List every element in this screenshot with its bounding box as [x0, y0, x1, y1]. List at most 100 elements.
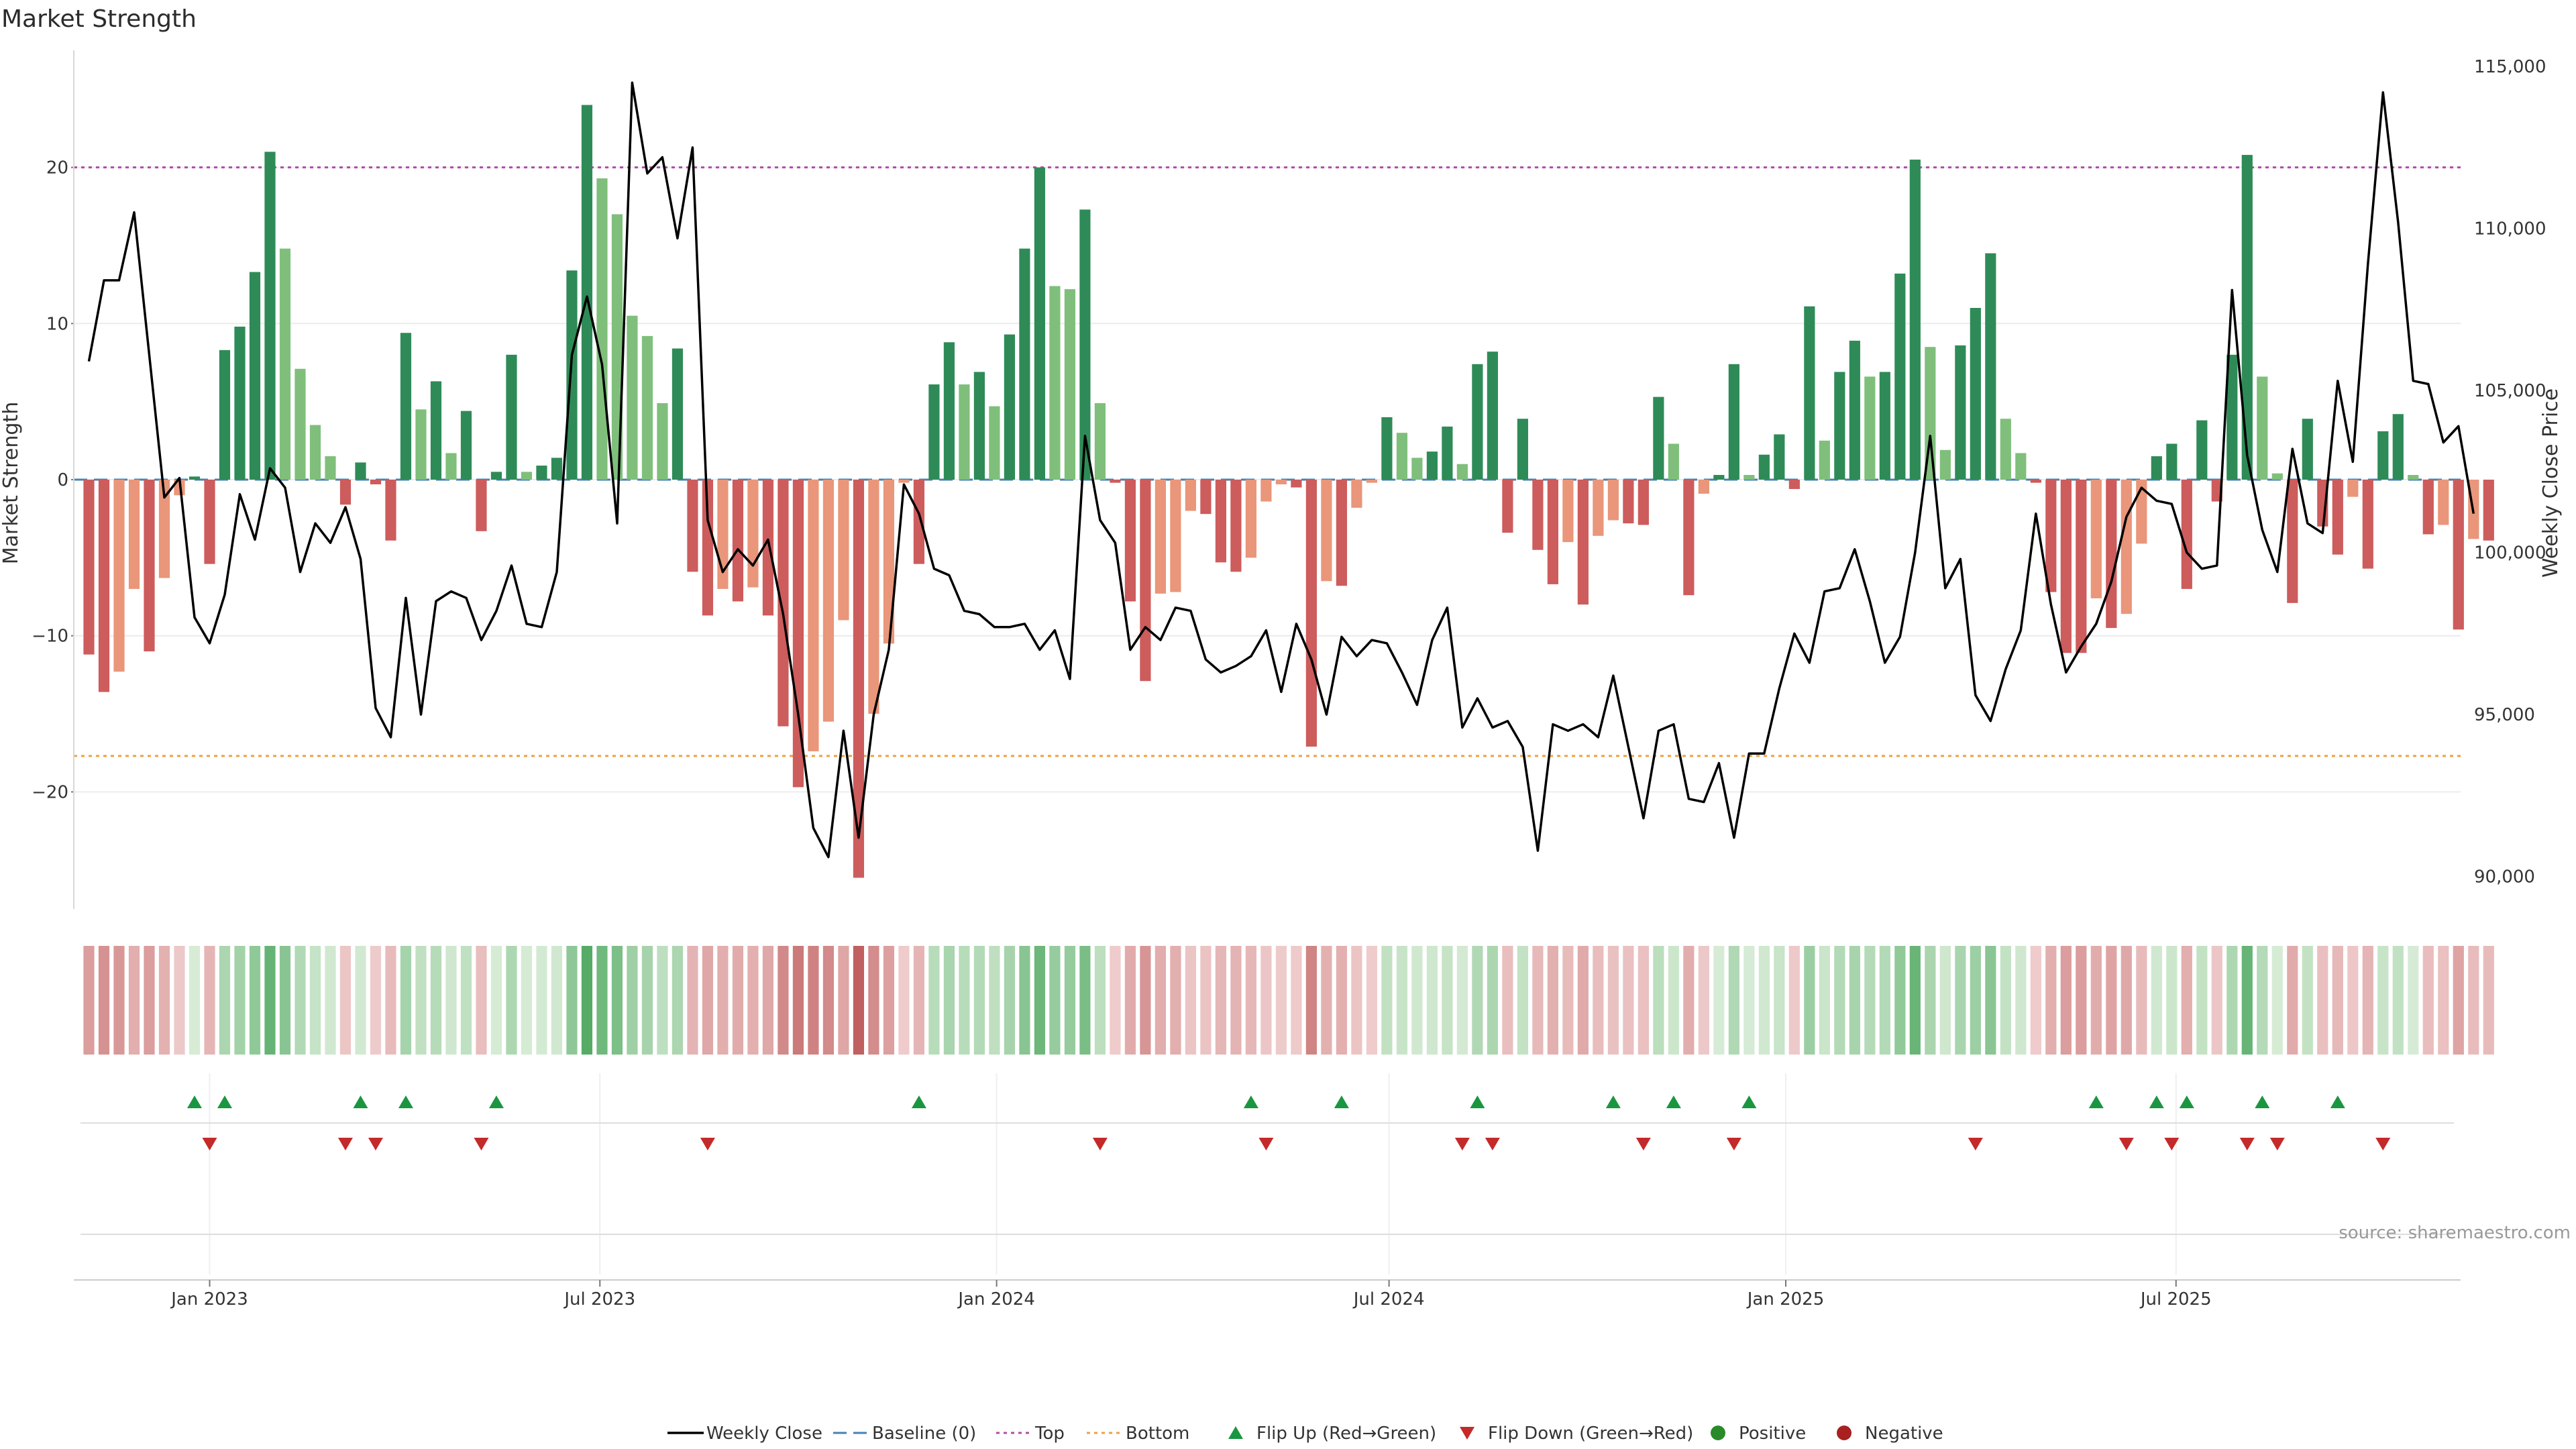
strength-bar — [2271, 473, 2283, 480]
strip-cell — [717, 946, 729, 1055]
strength-bar — [83, 480, 95, 655]
y-tick-right: 90,000 — [2474, 867, 2535, 888]
strength-bar — [1110, 480, 1121, 483]
strip-cell — [1426, 946, 1438, 1055]
strip-cell — [1411, 946, 1423, 1055]
strip-cell — [1200, 946, 1212, 1055]
strip-cell — [1291, 946, 1302, 1055]
flip-up-marker — [1605, 1095, 1621, 1108]
strip-cell — [339, 946, 352, 1055]
strength-bar — [1185, 480, 1196, 511]
flip-down-marker — [1635, 1138, 1651, 1150]
strength-bar — [1698, 480, 1709, 494]
strength-bar — [1472, 364, 1483, 480]
strip-cell — [687, 946, 698, 1055]
strength-bar — [1864, 376, 1876, 480]
legend-item-negative: Negative — [1837, 1424, 1943, 1444]
strip-cell — [1110, 946, 1121, 1055]
strength-bar — [1517, 419, 1528, 480]
strength-bar — [1939, 449, 1951, 480]
strip-cell — [2347, 946, 2359, 1055]
strip-cell — [2151, 946, 2162, 1055]
legend-label: Positive — [1739, 1424, 1806, 1444]
strip-cell — [1683, 946, 1695, 1055]
strip-cell — [702, 946, 714, 1055]
y-tick-right: 95,000 — [2474, 705, 2535, 725]
strength-bar — [430, 381, 442, 480]
flip-up-marker — [353, 1095, 368, 1108]
y-tick-left: −10 — [32, 627, 68, 647]
strip-cell — [1034, 946, 1046, 1055]
strength-bar — [1245, 480, 1256, 558]
strength-bar — [1728, 364, 1739, 480]
strip-cell — [204, 946, 215, 1055]
strip-cell — [355, 946, 366, 1055]
strip-cell — [1728, 946, 1739, 1055]
strength-bar — [1321, 480, 1332, 582]
strip-cell — [1094, 946, 1106, 1055]
strip-cell — [581, 946, 593, 1055]
flip-up-marker — [186, 1095, 202, 1108]
y-axis-label-right: Weekly Close Price — [2539, 388, 2563, 578]
flip-down-marker — [2375, 1138, 2391, 1150]
strip-cell — [506, 946, 517, 1055]
strip-cell — [1124, 946, 1136, 1055]
strip-cell — [1502, 946, 1513, 1055]
strip-cell — [2362, 946, 2373, 1055]
strength-bar — [460, 411, 472, 480]
flip-up-marker — [1243, 1095, 1258, 1108]
strip-cell — [868, 946, 879, 1055]
strength-bar — [355, 462, 366, 480]
strength-bar — [1230, 480, 1242, 572]
strength-bar — [1396, 433, 1407, 480]
x-tick-label: Jul 2023 — [563, 1289, 635, 1309]
strip-cell — [2076, 946, 2087, 1055]
strength-bar — [1607, 480, 1619, 521]
strength-bar — [2226, 354, 2238, 480]
flip-up-marker — [2149, 1095, 2164, 1108]
strength-heat-strip — [83, 946, 2494, 1055]
strip-cell — [400, 946, 412, 1055]
legend-label: Negative — [1865, 1424, 1943, 1444]
strength-bar — [2045, 480, 2057, 592]
strength-bar — [1049, 286, 1061, 480]
strength-bar — [822, 480, 835, 722]
strip-cell — [2000, 946, 2011, 1055]
strip-cell — [1925, 946, 1936, 1055]
strip-cell — [1260, 946, 1272, 1055]
strength-bar — [2483, 480, 2494, 541]
strip-cell — [234, 946, 246, 1055]
strip-cell — [1019, 946, 1030, 1055]
strip-cell — [2181, 946, 2192, 1055]
strip-cell — [1774, 946, 1785, 1055]
strength-bar — [204, 480, 215, 564]
flip-up-marker — [488, 1095, 504, 1108]
strip-cell — [1849, 946, 1860, 1055]
flip-up-marker — [1470, 1095, 1485, 1108]
strength-bar — [792, 480, 804, 788]
strength-bar — [1442, 426, 1453, 480]
strip-cell — [551, 946, 563, 1055]
strip-cell — [83, 946, 95, 1055]
flip-down-marker — [1092, 1138, 1108, 1150]
strength-bar — [1200, 480, 1212, 515]
strip-cell — [1472, 946, 1483, 1055]
legend-item-bottom: Bottom — [1087, 1424, 1189, 1444]
strip-cell — [1638, 946, 1649, 1055]
grid — [74, 166, 2461, 1275]
strip-cell — [325, 946, 336, 1055]
strip-cell — [989, 946, 1000, 1055]
strength-bar — [2241, 154, 2253, 480]
strip-cell — [309, 946, 321, 1055]
flip-up-marker — [2255, 1095, 2270, 1108]
strip-cell — [1743, 946, 1755, 1055]
strength-bar — [868, 480, 879, 714]
strip-cell — [1653, 946, 1664, 1055]
strength-bar — [234, 326, 246, 480]
flip-down-marker — [2239, 1138, 2255, 1150]
flip-up-marker — [1334, 1095, 1349, 1108]
strip-cell — [1864, 946, 1876, 1055]
strip-cell — [2453, 946, 2464, 1055]
strength-bar — [1305, 480, 1317, 747]
strip-cell — [2287, 946, 2298, 1055]
